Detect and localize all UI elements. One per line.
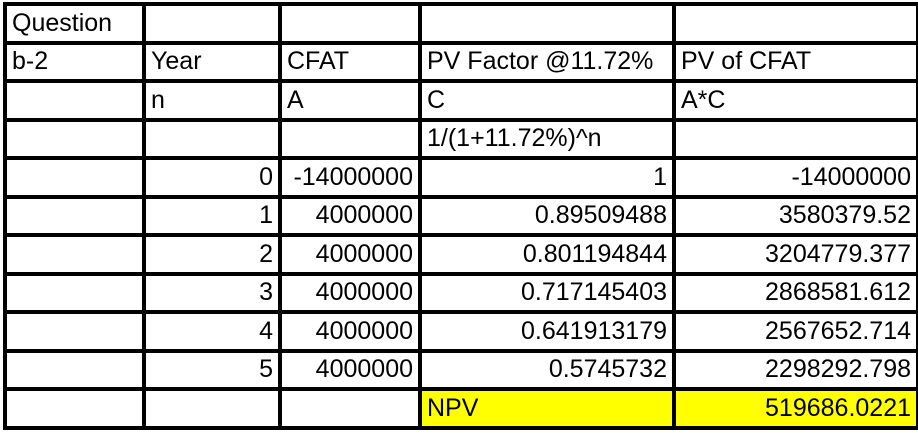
cell-cfat-0[interactable]: -14000000 — [278, 156, 422, 199]
cell-symbol-c[interactable]: C — [418, 79, 676, 122]
table-row-formula: 1/(1+11.72%)^n — [3, 117, 918, 160]
empty-cell[interactable] — [3, 310, 146, 353]
cell-cfat-3[interactable]: 4000000 — [278, 271, 422, 314]
empty-cell[interactable] — [142, 2, 282, 45]
table-row-year-2: 2 4000000 0.801194844 3204779.377 — [3, 233, 918, 276]
table-row-year-0: 0 -14000000 1 -14000000 — [3, 156, 918, 199]
cell-question-label[interactable]: Question — [3, 2, 146, 45]
cell-pv-cfat-4[interactable]: 2567652.714 — [672, 310, 918, 353]
cell-pv-factor-1[interactable]: 0.89509488 — [418, 194, 676, 237]
empty-cell[interactable] — [672, 117, 918, 160]
cell-cfat-2[interactable]: 4000000 — [278, 233, 422, 276]
spreadsheet-region: Question b-2 Year CFAT PV Factor @11.72%… — [3, 2, 918, 430]
cell-year-4[interactable]: 4 — [142, 310, 282, 353]
empty-cell[interactable] — [3, 387, 146, 430]
cell-pv-cfat-3[interactable]: 2868581.612 — [672, 271, 918, 314]
empty-cell[interactable] — [3, 233, 146, 276]
table-row-year-4: 4 4000000 0.641913179 2567652.714 — [3, 310, 918, 353]
cell-cfat-4[interactable]: 4000000 — [278, 310, 422, 353]
empty-cell[interactable] — [278, 117, 422, 160]
cell-year-1[interactable]: 1 — [142, 194, 282, 237]
empty-cell[interactable] — [3, 156, 146, 199]
empty-cell[interactable] — [3, 348, 146, 391]
cell-part-label[interactable]: b-2 — [3, 40, 146, 83]
table-row-year-1: 1 4000000 0.89509488 3580379.52 — [3, 194, 918, 237]
empty-cell[interactable] — [3, 79, 146, 122]
cell-pv-factor-2[interactable]: 0.801194844 — [418, 233, 676, 276]
empty-cell[interactable] — [3, 117, 146, 160]
cell-npv-label[interactable]: NPV — [418, 387, 676, 430]
empty-cell[interactable] — [142, 387, 282, 430]
empty-cell[interactable] — [3, 271, 146, 314]
cell-header-pv-of-cfat[interactable]: PV of CFAT — [672, 40, 918, 83]
cell-year-3[interactable]: 3 — [142, 271, 282, 314]
cell-npv-value[interactable]: 519686.0221 — [672, 387, 918, 430]
cell-year-2[interactable]: 2 — [142, 233, 282, 276]
cell-pv-factor-3[interactable]: 0.717145403 — [418, 271, 676, 314]
table-row-headers: b-2 Year CFAT PV Factor @11.72% PV of CF… — [3, 40, 918, 83]
cell-header-pv-factor[interactable]: PV Factor @11.72% — [418, 40, 676, 83]
cell-pv-factor-formula[interactable]: 1/(1+11.72%)^n — [418, 117, 676, 160]
empty-cell[interactable] — [3, 194, 146, 237]
cell-cfat-5[interactable]: 4000000 — [278, 348, 422, 391]
cell-pv-cfat-0[interactable]: -14000000 — [672, 156, 918, 199]
cell-pv-cfat-5[interactable]: 2298292.798 — [672, 348, 918, 391]
cell-pv-factor-4[interactable]: 0.641913179 — [418, 310, 676, 353]
table-row-npv: NPV 519686.0221 — [3, 387, 918, 430]
table-row-year-3: 3 4000000 0.717145403 2868581.612 — [3, 271, 918, 314]
table-row-question: Question — [3, 2, 918, 45]
cell-year-5[interactable]: 5 — [142, 348, 282, 391]
cell-symbol-a[interactable]: A — [278, 79, 422, 122]
table-row-year-5: 5 4000000 0.5745732 2298292.798 — [3, 348, 918, 391]
cell-symbol-ac[interactable]: A*C — [672, 79, 918, 122]
cell-symbol-n[interactable]: n — [142, 79, 282, 122]
empty-cell[interactable] — [278, 2, 422, 45]
cell-pv-cfat-2[interactable]: 3204779.377 — [672, 233, 918, 276]
empty-cell[interactable] — [142, 117, 282, 160]
npv-table: Question b-2 Year CFAT PV Factor @11.72%… — [3, 2, 918, 430]
cell-header-year[interactable]: Year — [142, 40, 282, 83]
cell-pv-factor-5[interactable]: 0.5745732 — [418, 348, 676, 391]
empty-cell[interactable] — [672, 2, 918, 45]
cell-pv-factor-0[interactable]: 1 — [418, 156, 676, 199]
table-row-symbols: n A C A*C — [3, 79, 918, 122]
cell-year-0[interactable]: 0 — [142, 156, 282, 199]
cell-pv-cfat-1[interactable]: 3580379.52 — [672, 194, 918, 237]
empty-cell[interactable] — [418, 2, 676, 45]
cell-header-cfat[interactable]: CFAT — [278, 40, 422, 83]
cell-cfat-1[interactable]: 4000000 — [278, 194, 422, 237]
empty-cell[interactable] — [278, 387, 422, 430]
